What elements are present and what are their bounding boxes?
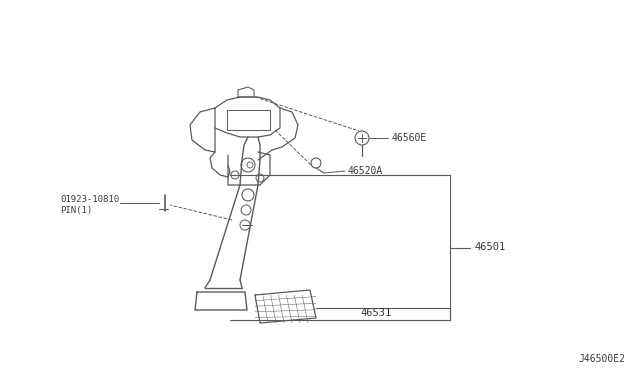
Text: 46560E: 46560E [392, 133, 428, 143]
Text: 46531: 46531 [360, 308, 391, 318]
Text: PIN(1): PIN(1) [60, 206, 92, 215]
Text: J46500E2: J46500E2 [578, 354, 625, 364]
Text: 01923-10810: 01923-10810 [60, 195, 119, 203]
Text: 46501: 46501 [474, 243, 505, 253]
Text: 46520A: 46520A [348, 166, 383, 176]
